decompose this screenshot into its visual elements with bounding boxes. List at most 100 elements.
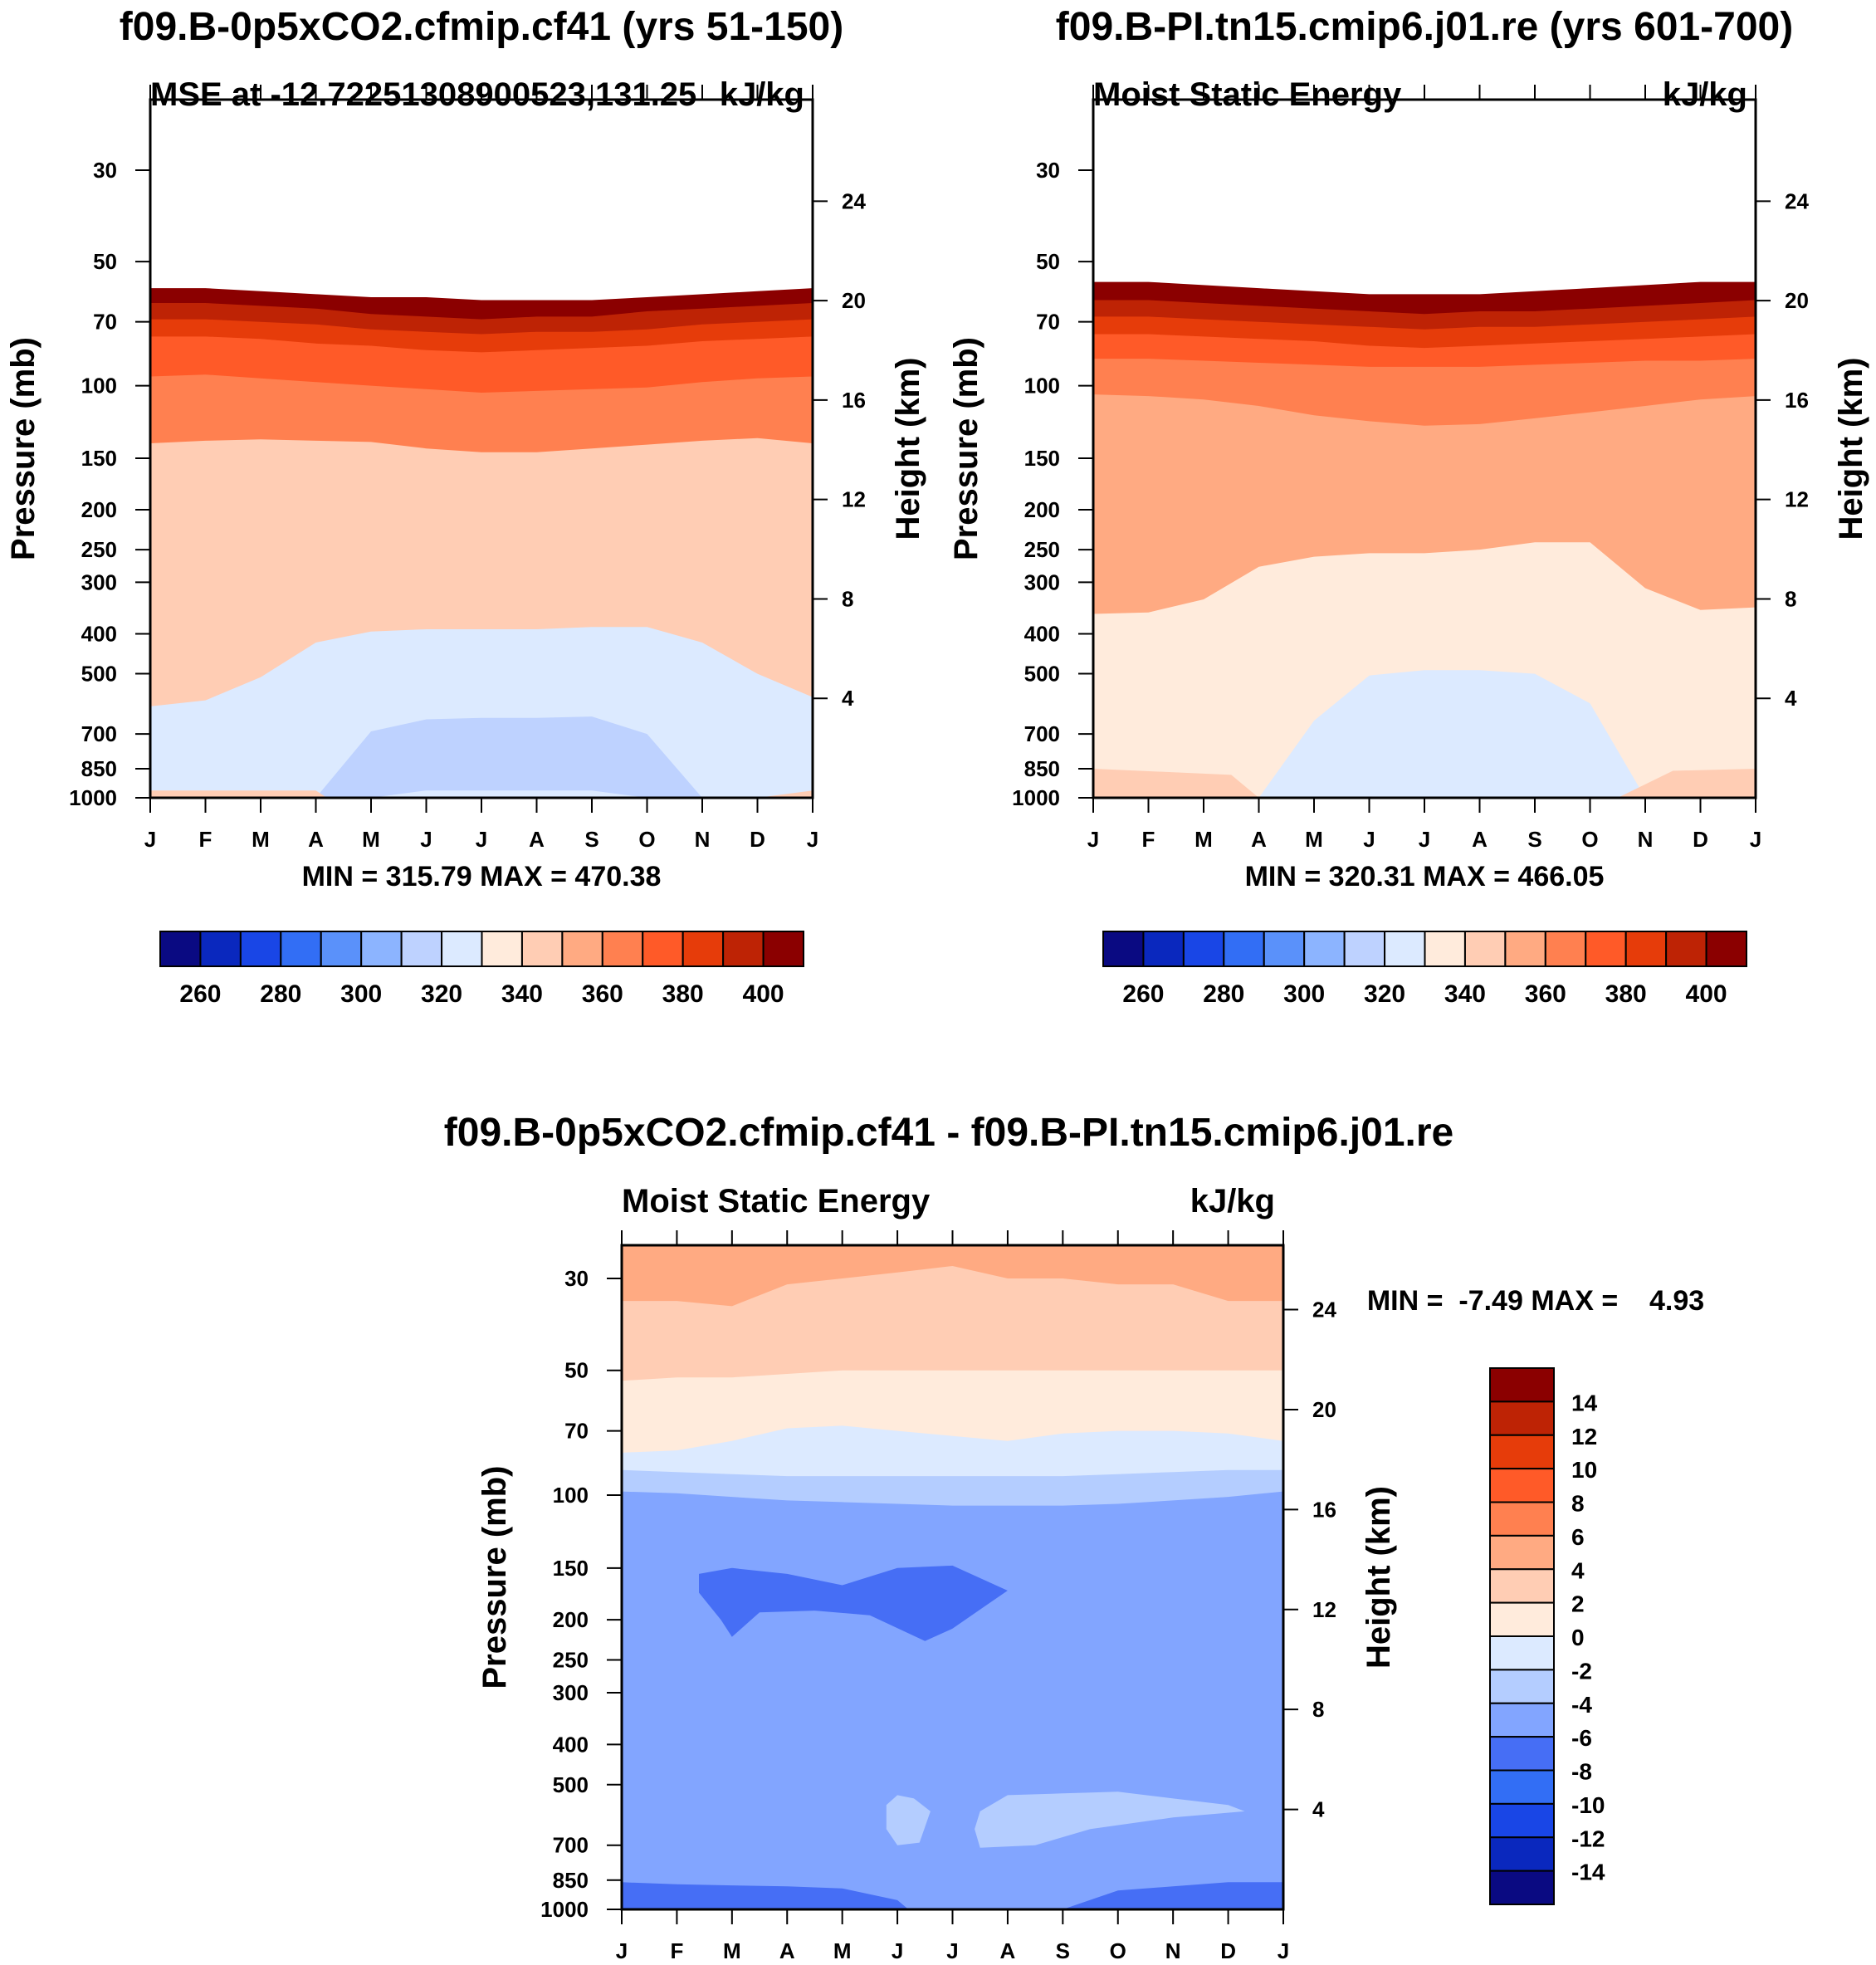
y-tick-label: 150 <box>1024 446 1060 471</box>
y-axis-title: Pressure (mb) <box>948 337 984 560</box>
contour-feature <box>975 1791 1245 1848</box>
y-tick-label: 50 <box>1036 249 1060 274</box>
x-tick-label: J <box>1278 1938 1289 1963</box>
y-tick-label: 500 <box>1024 662 1060 687</box>
x-tick-label: J <box>892 1938 903 1963</box>
y-tick-label: 50 <box>93 249 117 274</box>
colorbar-swatch <box>1624 931 1668 967</box>
colorbar-swatch <box>722 931 765 967</box>
y-tick-label: 30 <box>1036 158 1060 183</box>
colorbar-swatch <box>1489 1534 1555 1571</box>
colorbar-swatch <box>1489 1468 1555 1503</box>
y-tick-label: 100 <box>81 374 117 398</box>
colorbar-swatch <box>1489 1367 1555 1403</box>
colorbar-swatch <box>400 931 443 967</box>
colorbar-swatch <box>1489 1669 1555 1704</box>
y-tick-label: 300 <box>1024 569 1060 594</box>
y-right-tick-label: 4 <box>842 686 854 711</box>
colorbar-swatch <box>1585 931 1627 967</box>
y-right-tick-label: 4 <box>1785 686 1797 711</box>
y-tick-label: 250 <box>553 1648 589 1673</box>
left-subtitle: MSE at -12.72251308900523,131.25 <box>150 76 696 113</box>
colorbar-label: 320 <box>1364 980 1405 1008</box>
chart-title: f09.B-0p5xCO2.cfmip.cf41 (yrs 51-150) <box>120 5 843 49</box>
units-label: kJ/kg <box>720 76 804 113</box>
x-tick-label: J <box>807 827 818 852</box>
y-tick-label: 500 <box>553 1772 589 1797</box>
colorbar-swatch <box>1489 1769 1555 1805</box>
panel-top-left: J F M A M J J A S O N D J 30 50 70 100 150 200 250 300 400 500… <box>5 5 926 1008</box>
colorbar-swatch <box>1223 931 1265 967</box>
colorbar-label: -8 <box>1571 1759 1592 1785</box>
y-tick-label: 100 <box>1024 374 1060 398</box>
colorbar-swatch <box>601 931 644 967</box>
colorbar-swatch <box>1489 1434 1555 1470</box>
contour-feature <box>1617 769 1756 798</box>
colorbar-swatch <box>1489 1400 1555 1436</box>
colorbar-swatch <box>239 931 282 967</box>
x-tick-label: S <box>1527 827 1541 852</box>
y-tick-label: 700 <box>553 1833 589 1858</box>
left-subtitle: Moist Static Energy <box>1093 76 1402 113</box>
y-tick-label: 300 <box>81 569 117 594</box>
contour-band <box>150 790 813 798</box>
colorbar-swatch <box>441 931 483 967</box>
x-tick-label: A <box>1472 827 1488 852</box>
x-tick-label: J <box>946 1938 958 1963</box>
colorbar-label: 320 <box>421 980 462 1008</box>
y-tick-label: 50 <box>564 1358 589 1383</box>
colorbar-swatch <box>1102 931 1145 967</box>
y-tick-label: 400 <box>553 1732 589 1757</box>
y-tick-label: 700 <box>81 721 117 746</box>
minmax-text: MIN = 315.79 MAX = 470.38 <box>302 861 662 892</box>
x-tick-label: M <box>833 1938 852 1963</box>
colorbar-swatch <box>1489 1870 1555 1905</box>
y-tick-label: 200 <box>81 497 117 522</box>
colorbar-swatch <box>520 931 564 967</box>
x-tick-label: M <box>362 827 380 852</box>
colorbar-label: 6 <box>1571 1524 1585 1550</box>
colorbar-swatch <box>1489 1568 1555 1604</box>
x-tick-label: J <box>420 827 432 852</box>
y-right-tick-label: 12 <box>842 487 866 512</box>
x-tick-label: D <box>1693 827 1708 852</box>
y-tick-label: 70 <box>564 1419 589 1444</box>
y-tick-label: 250 <box>81 537 117 562</box>
colorbar-swatch <box>642 931 684 967</box>
contour-feature <box>150 790 327 798</box>
y-tick-label: 1000 <box>1012 785 1060 810</box>
colorbar-label: 4 <box>1571 1557 1585 1583</box>
y-tick-label: 850 <box>81 756 117 781</box>
y-right-tick-label: 20 <box>1785 288 1809 313</box>
colorbar-label: 400 <box>1686 980 1727 1008</box>
y-right-tick-label: 12 <box>1785 487 1809 512</box>
minmax-text: MIN = -7.49 MAX = 4.93 <box>1367 1285 1704 1317</box>
y-tick-label: 70 <box>1036 310 1060 335</box>
x-tick-label: J <box>476 827 487 852</box>
x-tick-label: J <box>1750 827 1761 852</box>
y-right-tick-label: 8 <box>1785 586 1796 611</box>
y-tick-label: 850 <box>1024 756 1060 781</box>
y-right-tick-label: 16 <box>1785 388 1809 413</box>
colorbar-swatch <box>320 931 363 967</box>
x-tick-label: J <box>144 827 156 852</box>
y-tick-label: 200 <box>1024 497 1060 522</box>
x-tick-label: N <box>695 827 711 852</box>
colorbar-swatch <box>1489 1836 1555 1872</box>
x-tick-label: A <box>529 827 545 852</box>
colorbar-swatch <box>1489 1601 1555 1637</box>
y-axis-title: Pressure (mb) <box>5 337 42 560</box>
y-tick-label: 850 <box>553 1868 589 1893</box>
y-right-tick-label: 16 <box>842 388 866 413</box>
colorbar-swatch <box>1343 931 1386 967</box>
y-axis-title: Pressure (mb) <box>476 1466 513 1689</box>
colorbar-label: 340 <box>1444 980 1486 1008</box>
colorbar-swatch <box>1489 1702 1555 1738</box>
contour-feature <box>757 790 813 798</box>
x-tick-label: M <box>1194 827 1213 852</box>
colorbar-label: 340 <box>501 980 543 1008</box>
colorbar-swatch <box>1489 1802 1555 1839</box>
x-tick-label: O <box>1581 827 1598 852</box>
x-tick-label: S <box>1056 1938 1070 1963</box>
colorbar-label: 0 <box>1571 1625 1585 1650</box>
